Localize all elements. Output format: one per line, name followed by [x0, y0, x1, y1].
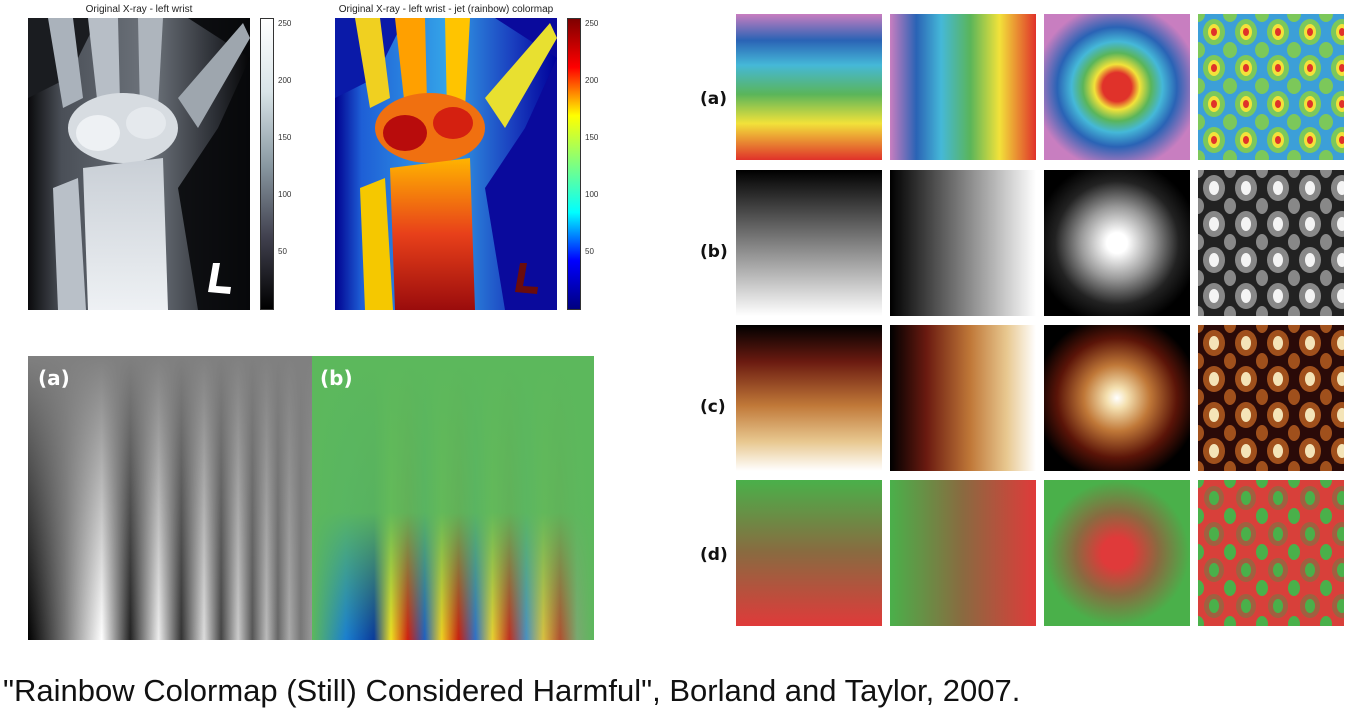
tick-label: 100 — [585, 190, 599, 199]
xray-jet-colorbar-ticks: 250 200 150 100 50 — [581, 20, 611, 310]
stripe-label-a: (a) — [38, 366, 70, 390]
stripe-gray-panel: (a) — [28, 356, 312, 640]
tile-gray-vertical — [736, 170, 882, 316]
tick-label: 50 — [278, 247, 287, 256]
caption: "Rainbow Colormap (Still) Considered Har… — [3, 673, 1021, 708]
row-label-a: (a) — [700, 89, 728, 109]
tile-heat-vertical — [736, 325, 882, 471]
tick-label: 150 — [278, 133, 292, 142]
stripe-label-b: (b) — [320, 366, 353, 390]
tile-gr-vertical — [736, 480, 882, 626]
tick-label: 200 — [278, 76, 292, 85]
tile-gr-horizontal — [890, 480, 1036, 626]
tick-label: 250 — [278, 19, 292, 28]
xray-jet-marker — [515, 263, 538, 294]
stripe-comparison: (a) — [28, 356, 594, 640]
row-label-c: (c) — [700, 397, 726, 417]
tick-label: 50 — [585, 247, 594, 256]
tile-gray-radial — [1044, 170, 1190, 316]
tile-rainbow-horizontal — [890, 14, 1036, 160]
tile-rainbow-vertical — [736, 14, 882, 160]
row-label-b: (b) — [700, 242, 728, 262]
tile-heat-bumps — [1198, 325, 1344, 471]
tick-label: 250 — [585, 19, 599, 28]
row-label-d: (d) — [700, 545, 728, 565]
tick-label: 200 — [585, 76, 599, 85]
xray-jet-title: Original X-ray - left wrist - jet (rainb… — [338, 4, 554, 15]
xray-gray-image — [28, 18, 250, 310]
stripe-rainbow-panel: (b) — [312, 356, 594, 640]
xray-gray-colorbar — [260, 18, 274, 310]
xray-gray-colorbar-ticks: 250 200 150 100 50 — [274, 20, 304, 310]
tick-label: 100 — [278, 190, 292, 199]
tile-gray-bumps — [1198, 170, 1344, 316]
xray-jet-image — [335, 18, 557, 310]
tile-gr-bumps — [1198, 480, 1344, 626]
tile-heat-radial — [1044, 325, 1190, 471]
tile-rainbow-radial — [1044, 14, 1190, 160]
xray-gray-title: Original X-ray - left wrist — [85, 4, 193, 15]
tile-gray-horizontal — [890, 170, 1036, 316]
xray-gray-marker — [208, 263, 231, 294]
xray-jet-colorbar — [567, 18, 581, 310]
tile-gr-radial — [1044, 480, 1190, 626]
tile-heat-horizontal — [890, 325, 1036, 471]
tick-label: 150 — [585, 133, 599, 142]
tile-rainbow-bumps — [1198, 14, 1344, 160]
